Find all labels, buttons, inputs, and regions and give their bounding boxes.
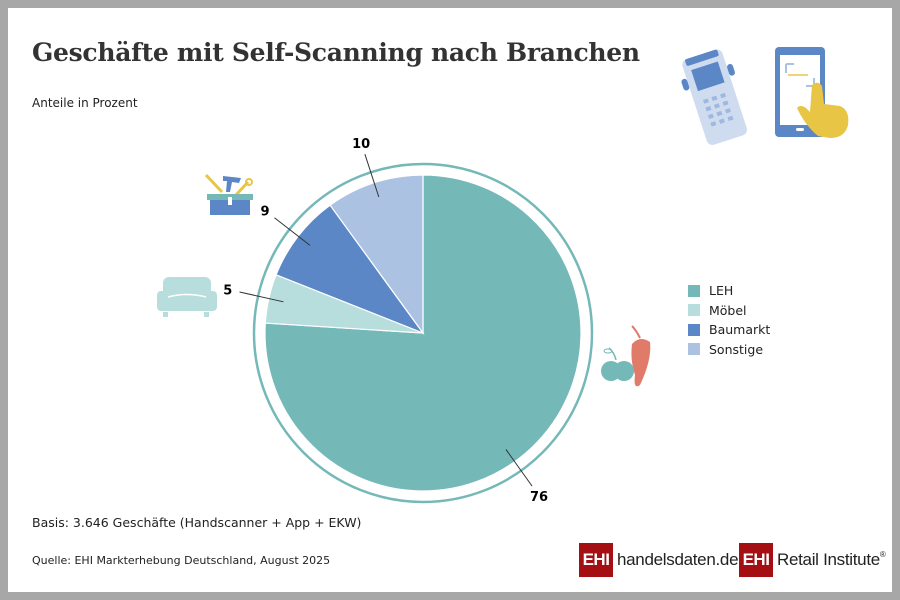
legend-swatch bbox=[688, 304, 700, 317]
legend-item: LEH bbox=[688, 281, 770, 301]
ehi-retail-institute-logo[interactable]: EHI Retail Institute® bbox=[739, 543, 886, 577]
legend-label: Baumarkt bbox=[709, 322, 771, 338]
retail-institute-text: Retail Institute bbox=[777, 550, 880, 569]
toolbox-icon bbox=[204, 173, 253, 215]
data-label: 5 bbox=[223, 283, 232, 298]
leader-line bbox=[274, 217, 311, 246]
handelsdaten-logo[interactable]: EHI handelsdaten.de bbox=[579, 543, 739, 577]
chart-legend: LEH Möbel Baumarkt Sonstige bbox=[688, 281, 770, 359]
smartphone-tap-icon bbox=[775, 47, 849, 138]
registered-mark: ® bbox=[879, 550, 886, 559]
legend-label: Möbel bbox=[709, 302, 747, 318]
leader-line bbox=[505, 449, 533, 487]
chart-title: Geschäfte mit Self-Scanning nach Branche… bbox=[32, 38, 640, 67]
data-label: 76 bbox=[530, 490, 548, 505]
retail-institute-logo-text: Retail Institute® bbox=[777, 550, 886, 570]
data-label: 10 bbox=[352, 137, 370, 152]
legend-item: Baumarkt bbox=[688, 320, 770, 340]
legend-swatch bbox=[688, 284, 700, 297]
chart-subtitle: Anteile in Prozent bbox=[32, 96, 138, 110]
handelsdaten-logo-text: handelsdaten.de bbox=[617, 550, 739, 569]
sofa-icon bbox=[157, 277, 217, 317]
basis-note: Basis: 3.646 Geschäfte (Handscanner + Ap… bbox=[32, 515, 362, 530]
apple-pepper-icon bbox=[601, 325, 651, 387]
handheld-scanner-icon bbox=[681, 49, 747, 145]
legend-item: Möbel bbox=[688, 301, 770, 321]
legend-swatch bbox=[688, 323, 700, 336]
ehi-logo-mark: EHI bbox=[579, 543, 613, 577]
pie-outer-ring bbox=[252, 162, 594, 504]
legend-label: LEH bbox=[709, 283, 734, 299]
ehi-logo-mark: EHI bbox=[739, 543, 773, 577]
legend-label: Sonstige bbox=[709, 341, 764, 357]
legend-item: Sonstige bbox=[688, 340, 770, 360]
leader-line bbox=[364, 154, 380, 198]
source-note: Quelle: EHI Markterhebung Deutschland, A… bbox=[32, 554, 331, 567]
data-label: 9 bbox=[260, 204, 269, 219]
legend-swatch bbox=[688, 343, 700, 356]
leader-line bbox=[239, 291, 284, 303]
